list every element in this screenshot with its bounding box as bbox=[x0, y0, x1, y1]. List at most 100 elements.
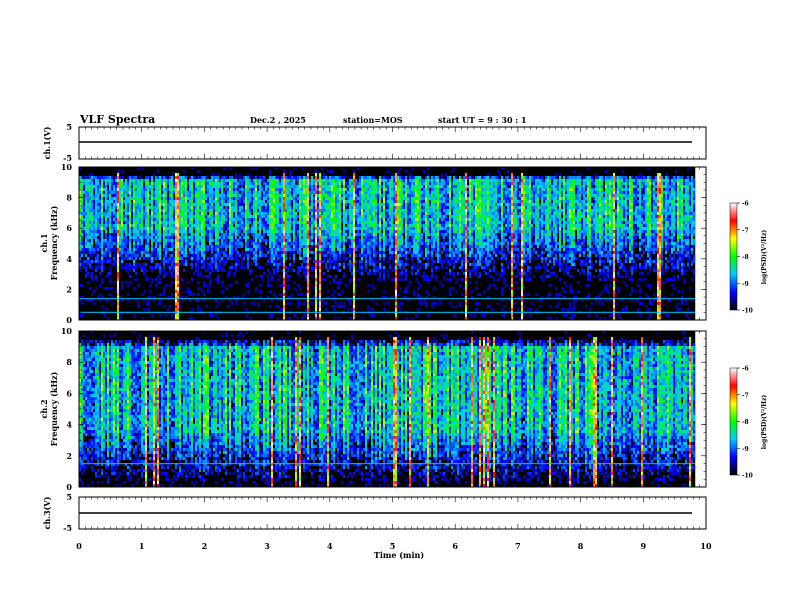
spectrogram-cell bbox=[195, 263, 197, 266]
spectrogram-cell bbox=[207, 263, 209, 266]
spectrogram-cell bbox=[135, 257, 137, 260]
spectrogram-cell bbox=[329, 260, 331, 263]
spectrogram-cell bbox=[209, 278, 211, 281]
spectrogram-cell bbox=[343, 302, 345, 305]
spectrogram-cell bbox=[339, 233, 341, 236]
spectrogram-cell bbox=[251, 179, 253, 182]
spectrogram-cell bbox=[225, 257, 227, 260]
spectrogram-cell bbox=[211, 206, 213, 209]
spectrogram-cell bbox=[171, 218, 173, 221]
spectrogram-cell bbox=[263, 203, 265, 206]
spectrogram-cell bbox=[81, 221, 83, 224]
spectrogram-cell bbox=[215, 212, 217, 215]
spectrogram-cell bbox=[219, 242, 221, 245]
spectrogram-cell bbox=[101, 233, 103, 236]
spectrogram-cell bbox=[123, 188, 125, 191]
spectrogram-cell bbox=[277, 254, 279, 257]
spectrogram-cell bbox=[261, 206, 263, 209]
spectrogram-cell bbox=[181, 218, 183, 221]
spectrogram-cell bbox=[209, 266, 211, 269]
spectrogram-cell bbox=[209, 182, 211, 185]
spectrogram-cell bbox=[337, 203, 339, 206]
spectrogram-cell bbox=[353, 230, 355, 233]
spectrogram-cell bbox=[217, 230, 219, 233]
spectrogram-cell bbox=[269, 197, 271, 200]
spectrogram-cell bbox=[179, 227, 181, 230]
spectrogram-cell bbox=[283, 200, 285, 203]
spectrogram-cell bbox=[309, 248, 311, 251]
spectrogram-cell bbox=[293, 197, 295, 200]
spectrogram-cell bbox=[145, 278, 147, 281]
spectrogram-cell bbox=[367, 191, 369, 194]
spectrogram-cell bbox=[227, 182, 229, 185]
spectrogram-cell bbox=[197, 170, 199, 173]
spectrogram-cell bbox=[299, 218, 301, 221]
spectrogram-cell bbox=[359, 245, 361, 248]
spectrogram-cell bbox=[277, 233, 279, 236]
spectrogram-cell bbox=[345, 188, 347, 191]
spectrogram-cell bbox=[135, 197, 137, 200]
spectrogram-cell bbox=[365, 191, 367, 194]
spectrogram-cell bbox=[159, 197, 161, 200]
spectrogram-cell bbox=[307, 272, 309, 275]
spectrogram-cell bbox=[99, 203, 101, 206]
spectrogram-cell bbox=[97, 254, 99, 257]
spectrogram-cell bbox=[373, 179, 375, 182]
spectrogram-cell bbox=[311, 191, 313, 194]
spectrogram-cell bbox=[233, 266, 235, 269]
spectrogram-cell bbox=[227, 254, 229, 257]
spectrogram-cell bbox=[145, 275, 147, 278]
spectrogram-cell bbox=[89, 185, 91, 188]
spectrogram-cell bbox=[185, 254, 187, 257]
spectrogram-cell bbox=[269, 173, 271, 176]
spectrogram-cell bbox=[249, 191, 251, 194]
spectrogram-cell bbox=[259, 275, 261, 278]
spectrogram-cell bbox=[291, 227, 293, 230]
spectrogram-cell bbox=[133, 197, 135, 200]
spectrogram-cell bbox=[259, 197, 261, 200]
spectrogram-cell bbox=[171, 212, 173, 215]
spectrogram-cell bbox=[287, 239, 289, 242]
spectrogram-cell bbox=[281, 203, 283, 206]
spectrogram-cell bbox=[281, 293, 283, 296]
spectrogram-cell bbox=[123, 221, 125, 224]
spectrogram-cell bbox=[371, 224, 373, 227]
spectrogram-cell bbox=[129, 209, 131, 212]
spectrogram-cell bbox=[287, 191, 289, 194]
spectrogram-cell bbox=[179, 239, 181, 242]
spectrogram-cell bbox=[345, 218, 347, 221]
spectrogram-cell bbox=[369, 251, 371, 254]
spectrogram-cell bbox=[213, 248, 215, 251]
spectrogram-cell bbox=[197, 236, 199, 239]
spectrogram-cell bbox=[317, 194, 319, 197]
spectrogram-cell bbox=[285, 194, 287, 197]
spectrogram-cell bbox=[297, 299, 299, 302]
spectrogram-cell bbox=[183, 239, 185, 242]
spectrogram-cell bbox=[207, 194, 209, 197]
spectrogram-cell bbox=[315, 287, 317, 290]
panel-ch1-waveform-xticks bbox=[78, 127, 707, 159]
header: VLF Spectra Dec.2 , 2025 station=MOS sta… bbox=[79, 113, 527, 126]
spectrogram-cell bbox=[113, 191, 115, 194]
spectrogram-cell bbox=[285, 176, 287, 179]
spectrogram-cell bbox=[215, 248, 217, 251]
spectrogram-cell bbox=[303, 209, 305, 212]
spectrogram-cell bbox=[117, 206, 119, 209]
spectrogram-cell bbox=[325, 197, 327, 200]
spectrogram-cell bbox=[111, 182, 113, 185]
spectrogram-cell bbox=[353, 251, 355, 254]
spectrogram-cell bbox=[233, 230, 235, 233]
spectrogram-cell bbox=[341, 227, 343, 230]
spectrogram-cell bbox=[199, 242, 201, 245]
spectrogram-cell bbox=[213, 218, 215, 221]
spectrogram-cell bbox=[259, 245, 261, 248]
spectrogram-cell bbox=[103, 176, 105, 179]
spectrogram-cell bbox=[239, 212, 241, 215]
spectrogram-cell bbox=[203, 233, 205, 236]
spectrogram-cell bbox=[171, 245, 173, 248]
spectrogram-cell bbox=[279, 182, 281, 185]
spectrogram-cell bbox=[305, 209, 307, 212]
spectrogram-cell bbox=[123, 215, 125, 218]
spectrogram-cell bbox=[181, 230, 183, 233]
spectrogram-cell bbox=[289, 302, 291, 305]
